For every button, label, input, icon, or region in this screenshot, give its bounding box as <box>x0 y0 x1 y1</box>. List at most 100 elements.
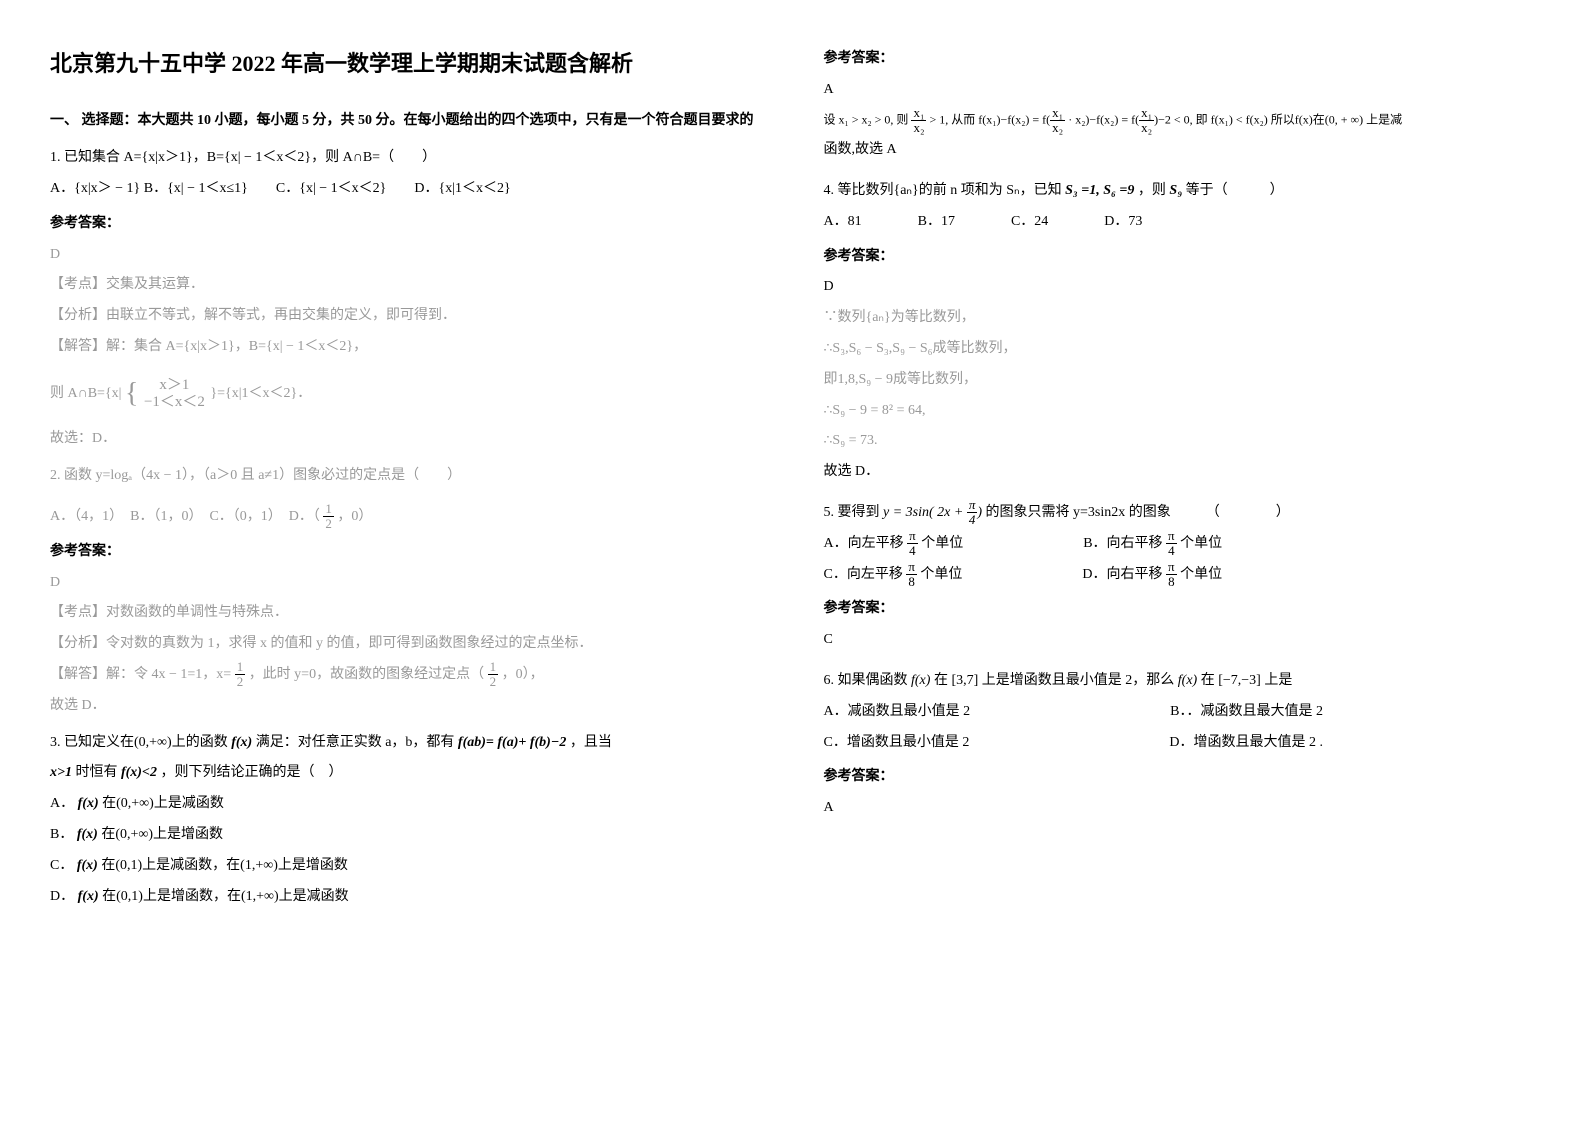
range: [−7,−3] <box>1218 673 1261 688</box>
q4-options: A．81 B．17 C．24 D．73 <box>824 207 1538 238</box>
fraction-half: 1 2 <box>488 660 499 690</box>
q2-ans: D <box>50 568 764 599</box>
text: 5. 要得到 <box>824 505 880 520</box>
q3-ans: A <box>824 75 1538 106</box>
q1-expl-3: 【解答】解：集合 A={x|x＞1}，B={x| − 1＜x＜2}， <box>50 332 764 363</box>
formula: y = 3sin( 2x + π4) <box>883 505 982 520</box>
numerator: π <box>906 560 917 575</box>
answer-label: 参考答案： <box>824 242 1538 273</box>
text: 个单位 <box>1180 536 1222 551</box>
q3-line2: x>1 时恒有 f(x)<2 ，则下列结论正确的是（ ） <box>50 758 764 789</box>
text: 时恒有 <box>75 765 117 780</box>
fraction-pi8: π8 <box>1166 560 1177 590</box>
formula: f(ab)= f(a)+ f(b)−2 <box>458 735 566 750</box>
text: 在 <box>934 673 948 688</box>
section-1-heading: 一、 选择题：本大题共 10 小题，每小题 5 分，共 50 分。在每小题给出的… <box>50 106 764 137</box>
text: 6. 如果偶函数 <box>824 673 908 688</box>
formula: x>1 <box>50 765 72 780</box>
denominator: 2 <box>235 675 246 689</box>
text: C．向左平移 <box>824 567 903 582</box>
denominator: 2 <box>323 517 334 531</box>
text: 则 <box>896 112 908 126</box>
q3-line1: 3. 已知定义在(0,+∞)上的函数 f(x) 满足：对任意正实数 a，b，都有… <box>50 728 764 759</box>
fraction-pi4: π4 <box>1166 529 1177 559</box>
text: }={x|1＜x＜2}． <box>210 386 311 401</box>
formula: f(x) <box>77 858 98 873</box>
q2-expl-4: 故选 D． <box>50 691 764 722</box>
q2-expl-2: 【分析】令对数的真数为 1，求得 x 的值和 y 的值，即可得到函数图象经过的定… <box>50 629 764 660</box>
q5-stem: 5. 要得到 y = 3sin( 2x + π4) 的图象只需将 y=3sin2… <box>824 498 1538 529</box>
text: 设 <box>824 112 836 126</box>
numerator: π <box>1166 529 1177 544</box>
text: 在(0,+∞)上是增函数 <box>101 827 223 842</box>
denominator: 8 <box>906 575 917 589</box>
q6-opt-a: A．减函数且最小值是 2 <box>824 697 971 728</box>
text: B．向右平移 <box>1083 536 1162 551</box>
q2-expl-1: 【考点】对数函数的单调性与特殊点． <box>50 598 764 629</box>
q3-expl-line2: 函数,故选 A <box>824 135 1538 166</box>
q2-stem: 2. 函数 y=logₐ（4x − 1），（a＞0 且 a≠1）图象必过的定点是… <box>50 461 764 492</box>
text: 的图象只需将 y=3sin2x 的图象 （ ） <box>986 505 1290 520</box>
denominator: 8 <box>1166 575 1177 589</box>
text: ，0）， <box>502 667 544 682</box>
text: 则 A∩B={x| <box>50 386 121 401</box>
numerator: x₁ <box>1050 106 1065 121</box>
denominator: 4 <box>907 544 918 558</box>
q3-opt-c: C． f(x) 在(0,1)上是减函数，在(1,+∞)上是增函数 <box>50 851 764 882</box>
text: ，0） <box>337 509 372 524</box>
text: ，则下列结论正确的是（ ） <box>160 765 342 780</box>
denominator: x₂ <box>1050 121 1065 135</box>
text: 即 <box>1196 112 1208 126</box>
fraction-x1x2: x₁x₂ <box>1139 106 1154 136</box>
text: 等于（ ） <box>1186 183 1284 198</box>
denominator: 2 <box>488 675 499 689</box>
text: 从而 <box>951 112 975 126</box>
text: D． <box>50 889 74 904</box>
fraction-half: 1 2 <box>235 660 246 690</box>
q1-ans: D <box>50 240 764 271</box>
numerator: 1 <box>488 660 499 675</box>
question-4: 4. 等比数列{aₙ}的前 n 项和为 Sₙ，已知 S₃ =1, S₆ =9 ，… <box>824 176 1538 238</box>
denominator: x₂ <box>911 121 926 135</box>
text: 个单位 <box>1180 567 1222 582</box>
q1-expl-1: 【考点】交集及其运算． <box>50 270 764 301</box>
answer-label: 参考答案： <box>824 762 1538 793</box>
text: 个单位 <box>920 567 962 582</box>
q3-opt-d: D． f(x) 在(0,1)上是增函数，在(1,+∞)上是减函数 <box>50 882 764 913</box>
brace-content: x＞1 −1＜x＜2 <box>142 377 207 410</box>
text: A． <box>50 796 74 811</box>
q6-row1: A．减函数且最小值是 2 B．．减函数且最大值是 2 <box>824 697 1538 728</box>
fraction-pi8: π8 <box>906 560 917 590</box>
q3-expl-line: 设 x₁ > x₂ > 0, 则 x₁ x₂ > 1, 从而 f(x₁)−f(x… <box>824 106 1538 136</box>
q4-ans: D <box>824 272 1538 303</box>
text: 在 <box>1201 673 1215 688</box>
formula: S₉ <box>1169 183 1182 198</box>
q4-expl: ∵数列{aₙ}为等比数列， ∴S₃,S₆ − S₃,S₉ − S₆成等比数列， … <box>824 303 1538 488</box>
q5-row1: A．向左平移 π4 个单位 B．向右平移 π4 个单位 <box>824 529 1538 560</box>
text: 在(0,+∞)上是减函数 <box>102 796 224 811</box>
q2-answer: D 【考点】对数函数的单调性与特殊点． 【分析】令对数的真数为 1，求得 x 的… <box>50 568 764 722</box>
text: f(x₁) < f(x₂) <box>1211 112 1268 126</box>
answer-label: 参考答案： <box>50 209 764 240</box>
question-1: 1. 已知集合 A={x|x＞1}，B={x| − 1＜x＜2}，则 A∩B=（… <box>50 143 764 205</box>
q6-ans: A <box>824 793 1538 824</box>
text: 即1,8,S₉ − 9成等比数列， <box>824 365 1538 396</box>
q1-expl-2: 【分析】由联立不等式，解不等式，再由交集的定义，即可得到． <box>50 301 764 332</box>
formula: f(x)<2 <box>121 765 157 780</box>
brace-icon: { <box>125 378 138 409</box>
text: ，则 <box>1138 183 1166 198</box>
formula: S₆ =9 <box>1103 183 1134 198</box>
text: 故选 D． <box>824 457 1538 488</box>
text: 3. 已知定义在(0,+∞)上的函数 <box>50 735 228 750</box>
numerator: x₁ <box>1139 106 1154 121</box>
formula: f(x) <box>1178 673 1197 688</box>
fraction-half: 1 2 <box>323 502 334 532</box>
q6-opt-c: C．增函数且最小值是 2 <box>824 728 970 759</box>
q2-expl-3: 【解答】解：令 4x − 1=1，x= 1 2 ，此时 y=0，故函数的图象经过… <box>50 660 764 691</box>
text: ∴S₉ = 73. <box>824 426 1538 457</box>
text: 在(0,1)上是增函数，在(1,+∞)上是减函数 <box>102 889 349 904</box>
denominator: 4 <box>967 513 978 527</box>
text: ，此时 y=0，故函数的图象经过定点（ <box>249 667 484 682</box>
text: ∵数列{aₙ}为等比数列， <box>824 303 1538 334</box>
denominator: 4 <box>1166 544 1177 558</box>
